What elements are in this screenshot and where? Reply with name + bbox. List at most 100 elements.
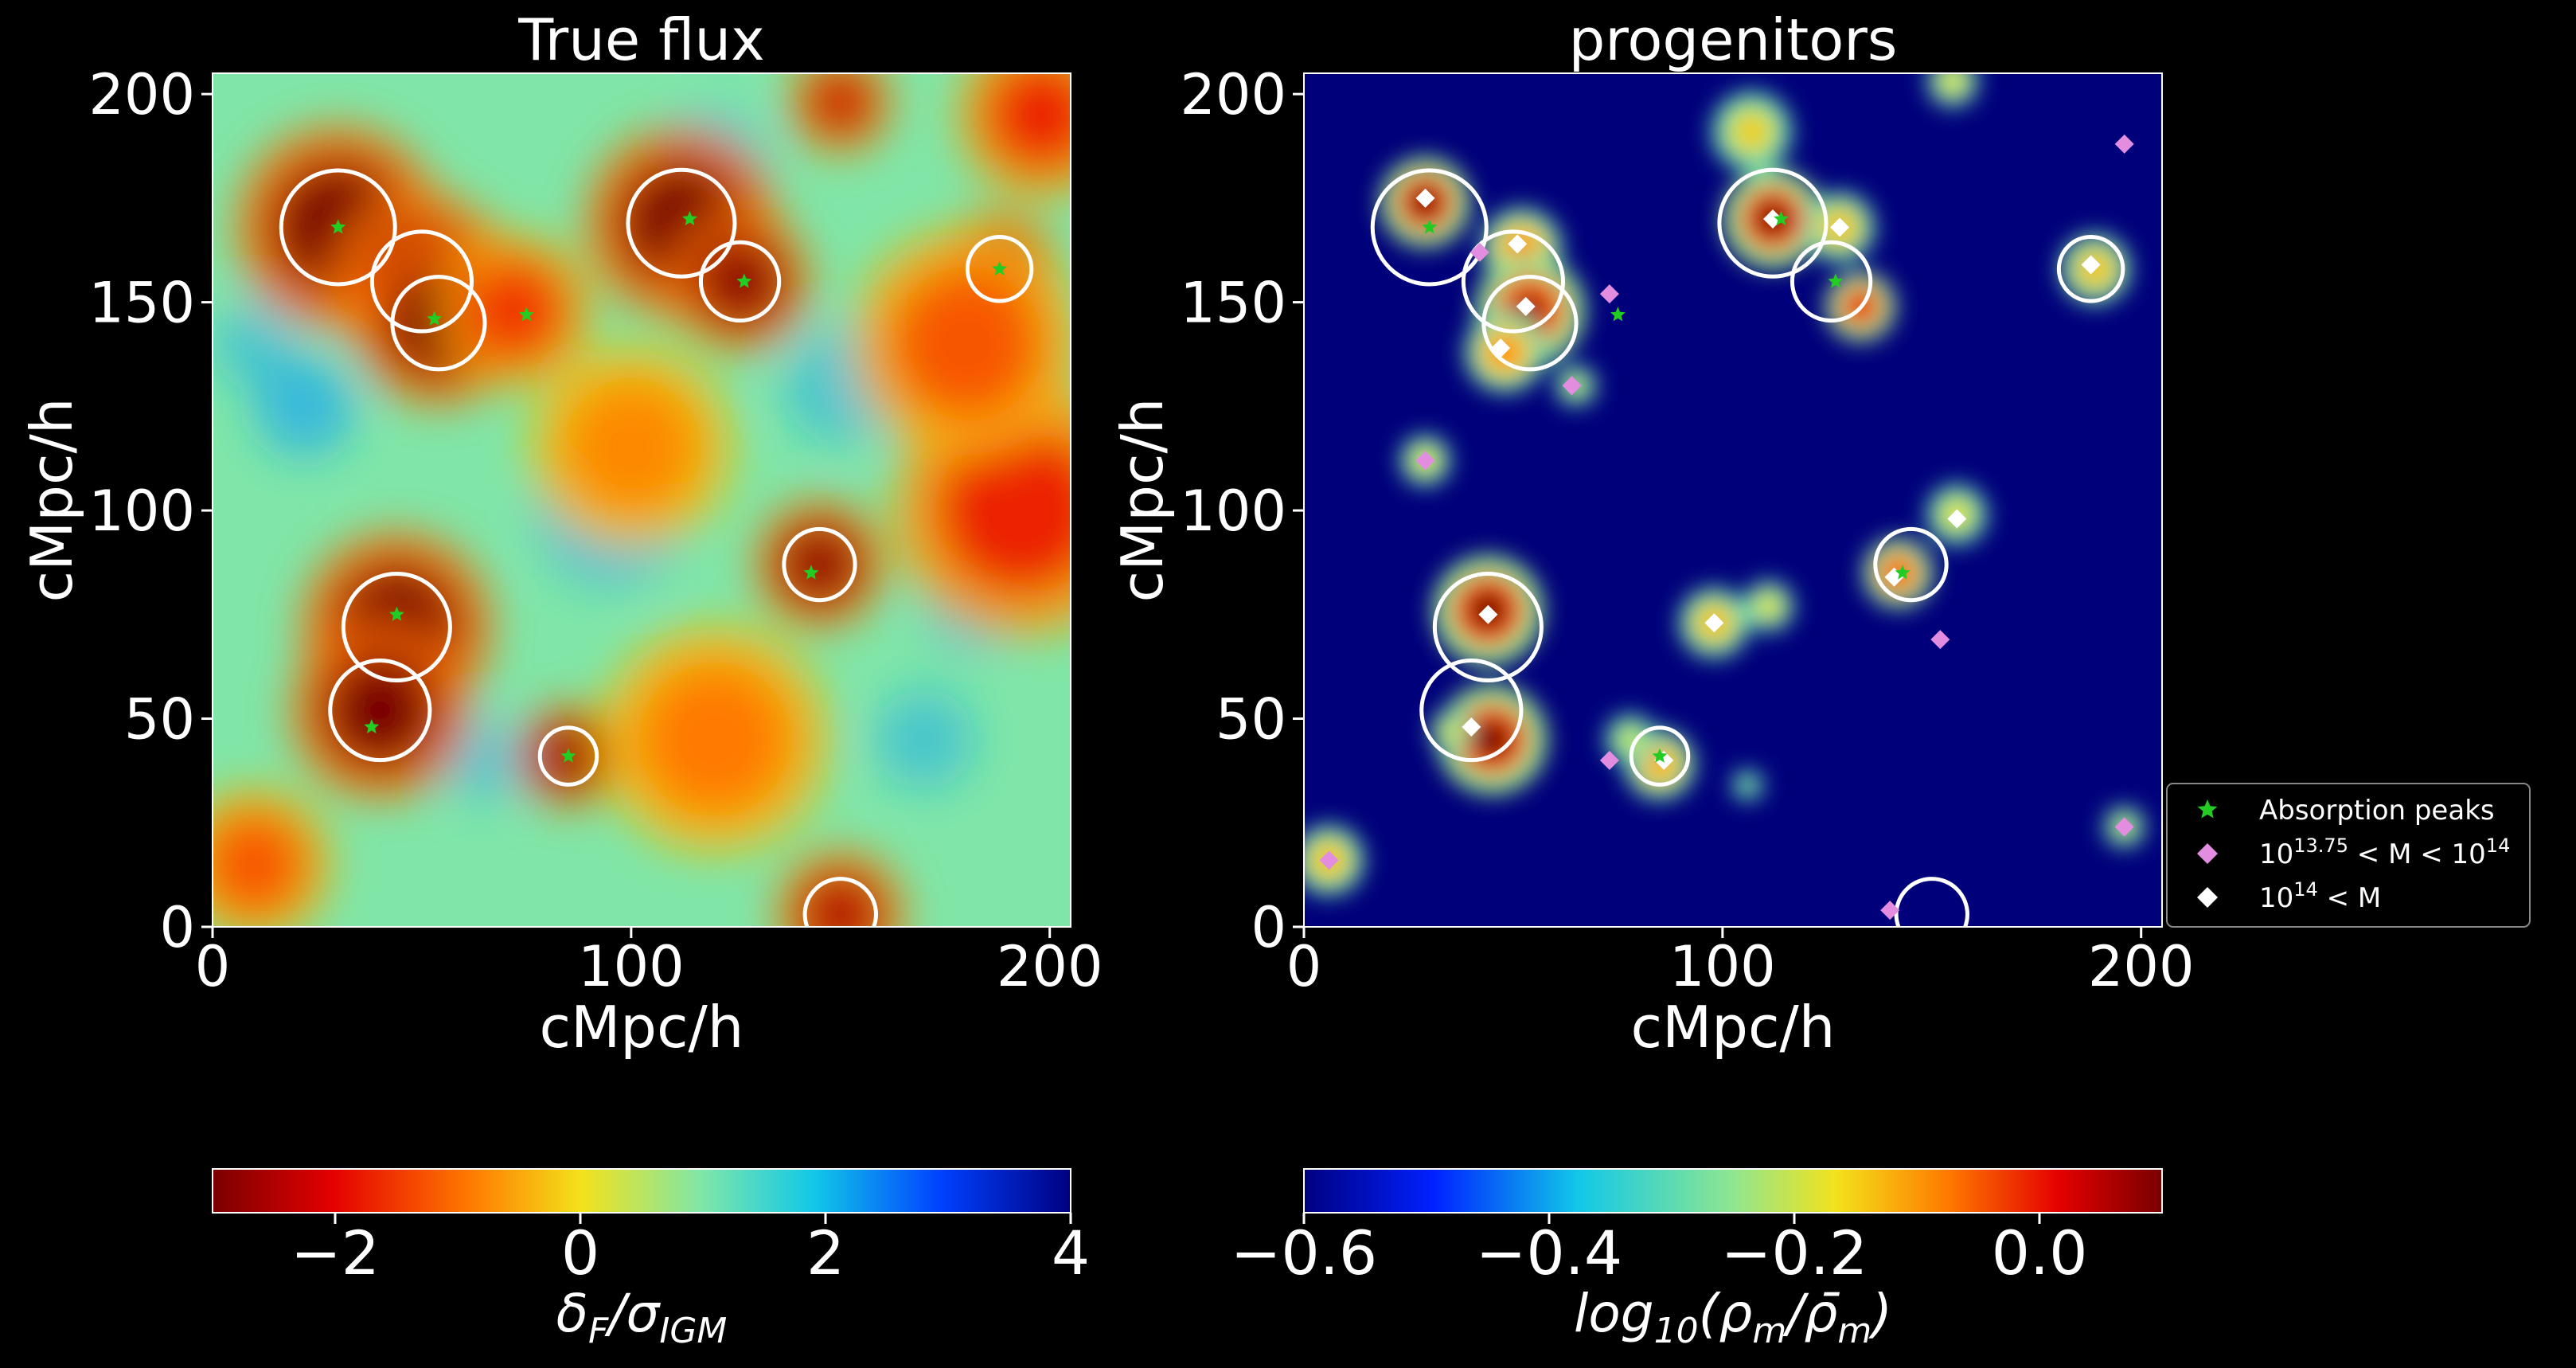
absorption-region: [777, 522, 862, 607]
absorption-peak-marker: [560, 748, 576, 763]
y-tick-label: 100: [1180, 479, 1286, 544]
contour: [2056, 235, 2125, 303]
colorbar-tick-label: 4: [1052, 1218, 1090, 1288]
legend-diamond-icon: [2197, 887, 2218, 908]
contour: [1419, 659, 1524, 763]
axis-ticks: 0 100 200 0 50 100 150 200: [88, 62, 1103, 999]
y-tick-label: 200: [1180, 62, 1286, 127]
contour: [1461, 229, 1566, 334]
x-axis-label: cMpc/h: [540, 994, 744, 1061]
plot-frame: [212, 72, 1071, 928]
plot-frame: [1303, 72, 2163, 928]
absorption-peak-marker: [1828, 273, 1844, 288]
absorption-peak-marker: [1610, 307, 1626, 322]
colorbar-tick-label: −0.2: [1721, 1218, 1868, 1288]
absorption-region: [806, 73, 874, 136]
contour: [1790, 240, 1873, 323]
contour: [1370, 168, 1489, 287]
contour: [341, 571, 452, 683]
legend-entry-label: 1014 < M: [2259, 878, 2381, 914]
halo-massive-marker: [1508, 234, 1528, 254]
colorbar-label: δF/σIGM: [556, 1283, 728, 1351]
y-tick-label: 50: [124, 687, 195, 752]
absorption-region: [463, 260, 564, 362]
panel-title: True flux: [517, 6, 764, 73]
halo-massive-marker: [1830, 217, 1850, 237]
absorption-region: [321, 651, 439, 769]
density-blob: [1742, 780, 1754, 791]
absorption-peak-marker: [427, 311, 443, 326]
colorbar: [1303, 1168, 2163, 1214]
absorption-region: [639, 664, 790, 815]
density-blob: [1758, 596, 1778, 616]
contour: [1717, 167, 1829, 279]
halo-massive-marker: [1947, 509, 1967, 529]
contour: [279, 168, 397, 287]
x-axis-label: cMpc/h: [1631, 994, 1836, 1061]
contour: [965, 235, 1034, 303]
contour: [369, 229, 474, 334]
halo-mid-mass-marker: [2114, 817, 2134, 837]
contour: [1873, 526, 1949, 603]
absorption-region: [798, 872, 883, 927]
density-blob: [1943, 73, 1962, 92]
axis-ticks: 0 100 200 0 50 100 150 200: [1180, 62, 2194, 999]
y-tick-label: 200: [88, 62, 195, 127]
absorption-region: [890, 268, 1042, 420]
x-tick-label: 100: [578, 934, 685, 999]
x-tick-label: 100: [1669, 934, 1776, 999]
contour: [698, 240, 782, 323]
legend-diamond-icon: [2197, 843, 2218, 864]
x-tick-label: 200: [2088, 934, 2195, 999]
low-absorption-region: [443, 718, 527, 803]
halo-massive-marker: [1415, 188, 1435, 208]
absorption-peak-marker: [682, 211, 697, 226]
contour: [390, 275, 487, 372]
absorption-region: [986, 73, 1071, 170]
contour: [537, 725, 599, 787]
halo-massive-marker: [1478, 604, 1498, 624]
absorption-peak-markers: [330, 211, 1008, 763]
panel-true-flux: True flux 0 100 200 0 50 100 150 200 cMpc/h cMp…: [18, 6, 1103, 1351]
absorption-peak-marker: [518, 307, 534, 322]
colorbar-label: log10(ρm/ρ̄m): [1574, 1283, 1892, 1351]
y-tick-label: 0: [159, 895, 195, 960]
halo-massive-marker: [1516, 296, 1536, 316]
absorption-peak-marker: [736, 273, 752, 288]
colorbar-ticks: −2 0 2 4: [291, 1213, 1090, 1288]
density-blob: [1736, 116, 1767, 147]
halo-massive-marker: [1704, 613, 1724, 633]
contour: [328, 659, 432, 763]
absorption-peak-marker: [1895, 565, 1911, 580]
colorbar: [212, 1168, 1071, 1214]
halo-massive-marker: [1462, 717, 1481, 737]
absorption-peak-marker: [388, 606, 404, 621]
contour: [1629, 725, 1691, 787]
y-tick-label: 150: [1180, 271, 1286, 336]
legend-star-icon: [2197, 799, 2218, 819]
absorption-peak-marker: [1652, 748, 1668, 763]
y-tick-label: 50: [1216, 687, 1286, 752]
colorbar-ticks: −0.6 −0.4 −0.2 0.0: [1231, 1213, 2087, 1288]
colorbar-tick-label: 0: [561, 1218, 599, 1288]
contour: [802, 877, 878, 927]
halo-mid-mass-marker: [1562, 376, 1582, 396]
colorbar-tick-label: 2: [806, 1218, 845, 1288]
absorption-peak-marker: [364, 719, 380, 734]
x-tick-label: 200: [997, 934, 1103, 999]
colorbar-tick-label: −0.6: [1231, 1218, 1378, 1288]
low-absorption-region: [213, 302, 297, 386]
absorption-peak-marker: [1774, 211, 1789, 226]
halo-massive-marker: [1491, 338, 1511, 358]
x-tick-label: 0: [195, 934, 231, 999]
colorbar-tick-label: −0.4: [1476, 1218, 1623, 1288]
colorbar-tick-label: −2: [291, 1218, 380, 1288]
x-tick-label: 0: [1286, 934, 1322, 999]
halo-mid-mass-marker: [1469, 242, 1489, 262]
low-absorption-region: [873, 689, 975, 790]
halo-mid-mass-marker: [1599, 284, 1619, 304]
heatmap-field: [213, 73, 1071, 927]
halo-mid-mass-marker: [1880, 901, 1900, 920]
low-absorption-region: [254, 356, 355, 457]
